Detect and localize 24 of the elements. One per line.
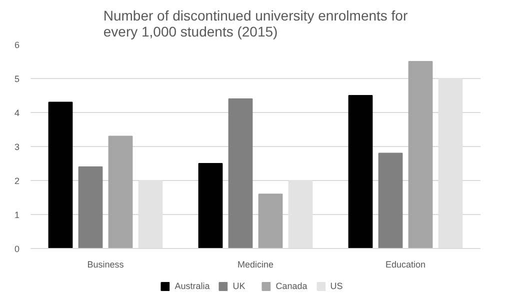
y-tick-label: 0	[14, 244, 20, 254]
y-tick-label: 1	[14, 210, 20, 220]
legend-label: UK	[232, 281, 246, 291]
y-tick-label: 3	[14, 142, 20, 152]
bar	[78, 166, 103, 248]
bar	[108, 136, 133, 248]
legend-label: Canada	[276, 281, 308, 291]
y-tick-label: 6	[14, 40, 20, 50]
x-tick-label: Business	[87, 260, 124, 270]
y-tick-label: 5	[14, 74, 20, 84]
bar	[228, 98, 253, 248]
legend-label: US	[330, 281, 344, 291]
x-tick-label: Medicine	[237, 260, 274, 270]
bar	[348, 95, 373, 248]
bar	[48, 102, 73, 248]
y-tick-label: 2	[14, 176, 20, 186]
bar	[198, 163, 223, 248]
chart-title: Number of discontinued university enrolments for every 1,000 students (2015)	[103, 8, 408, 40]
bar	[258, 194, 283, 248]
legend-label: Australia	[174, 281, 210, 291]
y-tick-label: 4	[14, 108, 20, 118]
bar	[378, 152, 403, 248]
bar	[408, 61, 433, 248]
x-tick-label: Education	[385, 260, 426, 270]
